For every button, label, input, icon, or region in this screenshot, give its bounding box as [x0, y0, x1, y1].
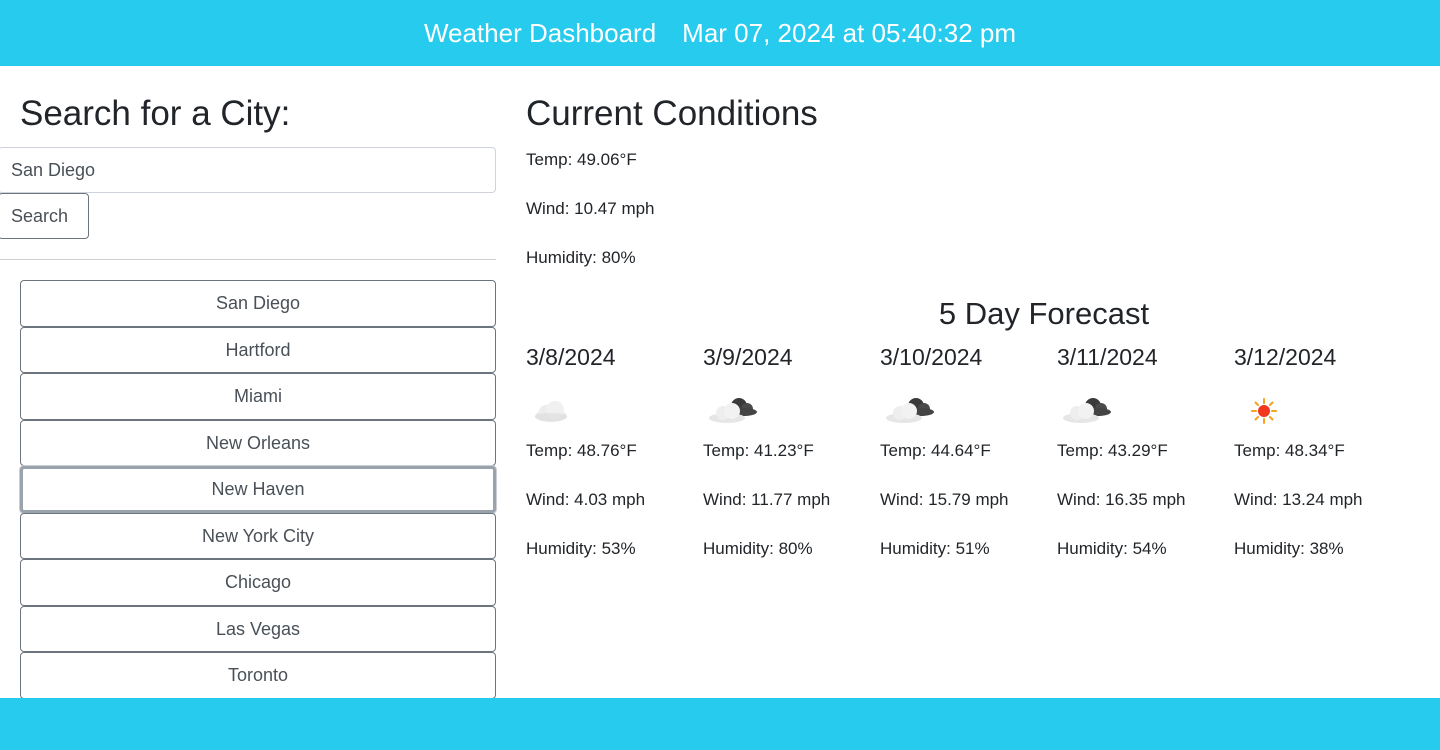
forecast-heading: 5 Day Forecast	[938, 296, 1150, 331]
city-search-input[interactable]	[0, 147, 496, 193]
broken-clouds-icon	[1057, 386, 1207, 436]
broken-clouds-icon	[703, 386, 853, 436]
forecast-wind: Wind: 15.79 mph	[880, 490, 1009, 509]
forecast-wind: Wind: 13.24 mph	[1234, 490, 1363, 509]
forecast-humidity: Humidity: 80%	[703, 539, 813, 558]
sun-icon	[1234, 386, 1384, 436]
forecast-wind: Wind: 11.77 mph	[703, 490, 831, 509]
forecast-date: 3/11/2024	[1057, 344, 1158, 370]
forecast-day-card: 3/8/2024 Temp: 48.76°F Wind: 4.03 mph Hu…	[526, 344, 676, 583]
forecast-humidity: Humidity: 53%	[526, 539, 636, 558]
forecast-humidity: Humidity: 54%	[1057, 539, 1167, 558]
forecast-temp: Temp: 48.76°F	[526, 441, 637, 460]
forecast-wind: Wind: 16.35 mph	[1057, 490, 1186, 509]
current-humidity: Humidity: 80%	[526, 248, 636, 267]
search-history-list: San Diego Hartford Miami New Orleans New…	[20, 280, 496, 699]
history-city-button[interactable]: New Haven	[20, 466, 496, 513]
forecast-temp: Temp: 48.34°F	[1234, 441, 1345, 460]
forecast-day-card: 3/9/2024 Temp: 41.23°F Wind: 11.77 mph H…	[703, 344, 853, 583]
forecast-day-card: 3/11/2024 Temp: 43.29°F Wind: 16.35 mph …	[1057, 344, 1207, 583]
history-city-button[interactable]: Toronto	[20, 652, 496, 699]
forecast-day-card: 3/10/2024 Temp: 44.64°F Wind: 15.79 mph …	[880, 344, 1030, 583]
footer-bar	[0, 698, 1440, 750]
forecast-date: 3/12/2024	[1234, 344, 1337, 370]
current-wind: Wind: 10.47 mph	[526, 199, 655, 218]
history-city-button[interactable]: New Orleans	[20, 419, 496, 466]
forecast-wind: Wind: 4.03 mph	[526, 490, 646, 509]
current-datetime: Mar 07, 2024 at 05:40:32 pm	[682, 17, 1017, 48]
search-heading: Search for a City:	[20, 94, 291, 133]
cloud-icon	[526, 386, 676, 436]
forecast-temp: Temp: 43.29°F	[1057, 441, 1168, 460]
history-city-button[interactable]: San Diego	[20, 280, 496, 327]
divider	[0, 259, 496, 260]
history-city-button[interactable]: Las Vegas	[20, 605, 496, 652]
current-temp: Temp: 49.06°F	[526, 150, 637, 169]
header-bar: Weather Dashboard Mar 07, 2024 at 05:40:…	[0, 0, 1440, 66]
forecast-humidity: Humidity: 38%	[1234, 539, 1344, 558]
app-title: Weather Dashboard	[423, 17, 657, 48]
forecast-date: 3/10/2024	[880, 344, 983, 370]
forecast-date: 3/9/2024	[703, 344, 793, 370]
history-city-button[interactable]: New York City	[20, 512, 496, 559]
forecast-date: 3/8/2024	[526, 344, 616, 370]
forecast-temp: Temp: 41.23°F	[703, 441, 814, 460]
forecast-day-card: 3/12/2024 Temp: 48.34°F Wind: 13.24 mph …	[1234, 344, 1384, 583]
forecast-temp: Temp: 44.64°F	[880, 441, 991, 460]
history-city-button[interactable]: Chicago	[20, 559, 496, 606]
history-city-button[interactable]: Hartford	[20, 326, 496, 373]
forecast-humidity: Humidity: 51%	[880, 539, 990, 558]
search-button[interactable]: Search	[0, 193, 89, 239]
current-conditions-heading: Current Conditions	[526, 94, 818, 133]
history-city-button[interactable]: Miami	[20, 373, 496, 420]
broken-clouds-icon	[880, 386, 1030, 436]
